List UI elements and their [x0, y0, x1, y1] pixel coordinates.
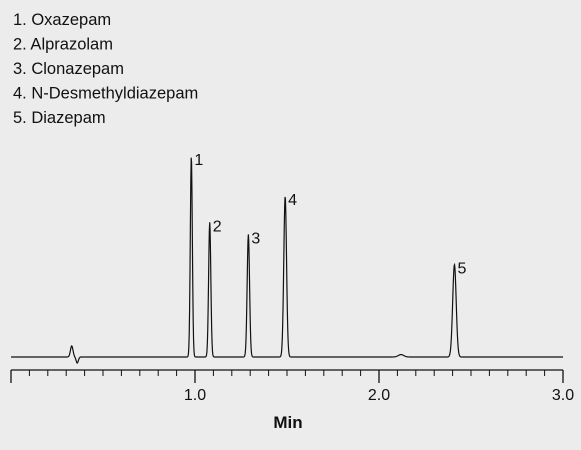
- legend: 1. Oxazepam 2. Alprazolam 3. Clonazepam 4. …: [13, 11, 198, 127]
- peak-label-3: 3: [251, 230, 260, 247]
- peak-label-1: 1: [194, 152, 203, 169]
- peak-label-4: 4: [288, 192, 297, 209]
- peak-label-5: 5: [457, 261, 466, 278]
- chromatogram-trace: [11, 157, 563, 364]
- legend-entry-3: 3. Clonazepam: [13, 60, 124, 78]
- peak-labels: 1 2 3 4 5: [194, 152, 466, 278]
- x-axis: 1.0 2.0 3.0: [10, 369, 574, 404]
- x-axis-title: Min: [273, 413, 302, 432]
- legend-entry-2: 2. Alprazolam: [13, 36, 113, 54]
- x-tick-label: 1.0: [184, 387, 206, 404]
- legend-entry-1: 1. Oxazepam: [13, 11, 111, 29]
- peak-label-2: 2: [213, 218, 222, 235]
- x-tick-label: 3.0: [552, 387, 574, 404]
- legend-entry-5: 5. Diazepam: [13, 109, 106, 127]
- legend-entry-4: 4. N-Desmethyldiazepam: [13, 85, 198, 103]
- x-tick-label: 2.0: [368, 387, 390, 404]
